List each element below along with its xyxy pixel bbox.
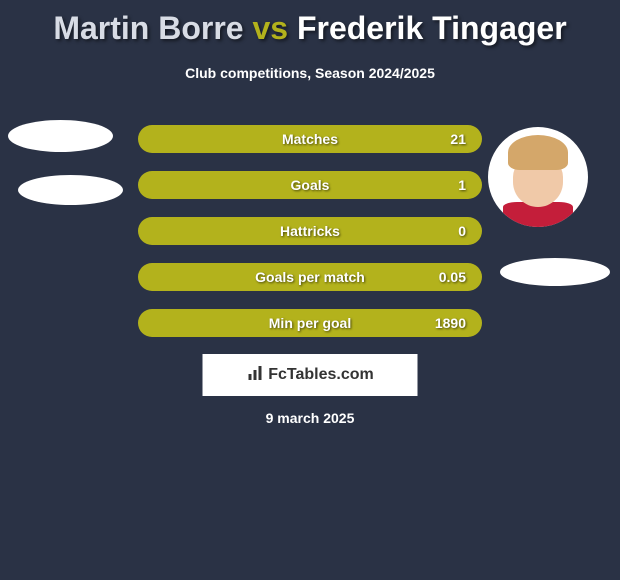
brand-text: FcTables.com — [268, 366, 374, 384]
date-text: 9 march 2025 — [266, 410, 355, 426]
stat-value: 1 — [458, 177, 466, 193]
stat-bar-goals-per-match: Goals per match 0.05 — [138, 263, 482, 291]
stat-bar-min-per-goal: Min per goal 1890 — [138, 309, 482, 337]
stats-container: Matches 21 Goals 1 Hattricks 0 Goals per… — [138, 125, 482, 355]
stat-value: 0.05 — [439, 269, 466, 285]
stat-label: Min per goal — [269, 315, 351, 331]
stat-bar-matches: Matches 21 — [138, 125, 482, 153]
stat-bar-goals: Goals 1 — [138, 171, 482, 199]
stat-label: Hattricks — [280, 223, 340, 239]
stat-value: 1890 — [435, 315, 466, 331]
stat-label: Matches — [282, 131, 338, 147]
stat-value: 0 — [458, 223, 466, 239]
brand-box: FcTables.com — [203, 354, 418, 396]
subtitle: Club competitions, Season 2024/2025 — [0, 65, 620, 81]
chart-icon — [246, 364, 264, 387]
stat-bar-hattricks: Hattricks 0 — [138, 217, 482, 245]
stat-label: Goals per match — [255, 269, 365, 285]
stat-label: Goals — [291, 177, 330, 193]
right-ellipse — [500, 258, 610, 286]
player2-avatar — [488, 127, 588, 227]
vs-text: vs — [252, 10, 288, 46]
comparison-title: Martin Borre vs Frederik Tingager — [0, 0, 620, 47]
player2-name: Frederik Tingager — [297, 10, 567, 46]
left-ellipse-1 — [8, 120, 113, 152]
player1-name: Martin Borre — [53, 10, 243, 46]
left-ellipse-2 — [18, 175, 123, 205]
stat-value: 21 — [450, 131, 466, 147]
